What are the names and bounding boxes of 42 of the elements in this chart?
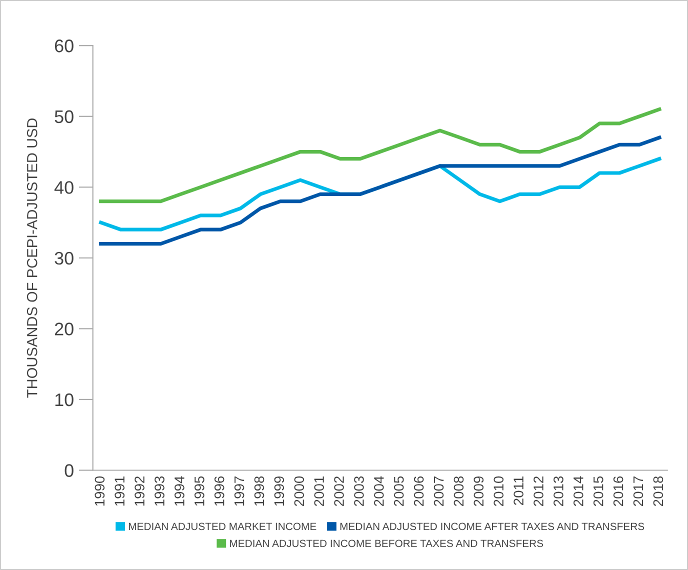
x-tick-label: 2017	[633, 476, 644, 506]
y-tick-label: 40	[54, 181, 74, 194]
x-tick-label: 1991	[114, 476, 125, 506]
x-tick-label: 1992	[134, 476, 144, 506]
line-series	[99, 136, 662, 246]
x-tick-label: 1990	[94, 476, 105, 506]
x-tick-label: 1996	[214, 476, 224, 506]
x-tick-label: 2009	[474, 476, 484, 506]
x-tick-label: 2004	[374, 476, 384, 506]
x-tick-label: 2008	[454, 476, 464, 506]
x-tick-label: 1999	[274, 476, 284, 506]
y-tick-label: 10	[55, 393, 74, 406]
x-tick-label: 2003	[354, 476, 364, 506]
x-tick-label: 1993	[154, 476, 164, 506]
x-tick-label: 2010	[494, 476, 504, 506]
x-tick-label: 2007	[434, 476, 444, 506]
x-tick-label: 1997	[234, 476, 244, 506]
x-tick-label: 2005	[394, 476, 404, 506]
legend-label: MEDIAN ADJUSTED INCOME BEFORE TAXES AND TRANSFERS	[230, 540, 544, 548]
y-tick-label: 60	[54, 40, 74, 52]
x-tick-label: 2002	[334, 476, 344, 506]
x-tick-label: 2018	[653, 476, 664, 506]
x-tick-label: 2012	[534, 476, 544, 506]
x-tick-label: 1995	[194, 476, 204, 506]
x-tick-label: 2016	[613, 476, 624, 506]
x-tick-label: 2013	[554, 476, 564, 506]
y-tick-label: 50	[54, 110, 74, 124]
y-axis-title: THOUSANDS OF PCEPI-ADJUSTED USD	[26, 118, 38, 398]
legend-label: MEDIAN ADJUSTED INCOME AFTER TAXES AND TRANSFERS	[340, 522, 644, 530]
y-tick-label: 30	[54, 252, 74, 265]
x-tick-label: 2006	[414, 476, 424, 506]
y-tick-label: 0	[64, 464, 74, 477]
x-tick-label: 2001	[314, 476, 324, 506]
x-tick-label: 2011	[514, 476, 524, 505]
x-tick-label: 2014	[573, 476, 584, 506]
y-tick-label: 20	[54, 322, 74, 336]
x-tick-label: 2000	[294, 476, 304, 506]
line-series	[99, 107, 662, 204]
x-tick-label: 2015	[593, 476, 604, 506]
legend-label: MEDIAN ADJUSTED MARKET INCOME	[128, 522, 316, 530]
x-tick-label: 1998	[254, 476, 264, 506]
x-tick-label: 1994	[174, 476, 184, 506]
